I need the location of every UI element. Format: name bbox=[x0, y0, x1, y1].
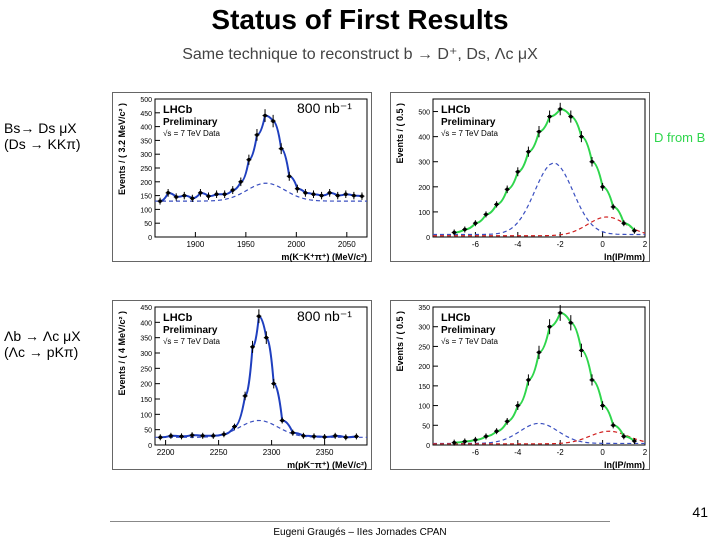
svg-text:2200: 2200 bbox=[157, 448, 175, 457]
svg-text:200: 200 bbox=[418, 185, 430, 192]
svg-text:0: 0 bbox=[148, 443, 152, 450]
svg-text:-4: -4 bbox=[514, 448, 522, 457]
panel-lc-ip: -6 -4 -2 0 2 0 50 100 150 200 250 300 350 ln(IP/mm) Ev… bbox=[390, 300, 650, 470]
svg-text:Events / ( 0.5 ): Events / ( 0.5 ) bbox=[395, 103, 405, 164]
page-number: 41 bbox=[692, 504, 708, 520]
svg-text:Events / ( 0.5 ): Events / ( 0.5 ) bbox=[395, 311, 405, 372]
svg-text:350: 350 bbox=[140, 336, 152, 343]
svg-text:100: 100 bbox=[418, 404, 430, 411]
svg-text:2050: 2050 bbox=[338, 240, 356, 249]
svg-text:√s = 7 TeV Data: √s = 7 TeV Data bbox=[441, 337, 498, 346]
svg-text:2350: 2350 bbox=[316, 448, 334, 457]
page-subtitle: Same technique to reconstruct b → D⁺, Ds… bbox=[0, 44, 720, 64]
svg-text:0: 0 bbox=[426, 235, 430, 242]
svg-text:Preliminary: Preliminary bbox=[441, 325, 496, 336]
svg-text:350: 350 bbox=[140, 138, 152, 145]
svg-text:√s = 7 TeV Data: √s = 7 TeV Data bbox=[441, 129, 498, 138]
row-label-lc-l1: Λb → Λc μX bbox=[4, 328, 81, 344]
svg-text:Events / ( 3.2 MeV/c² ): Events / ( 3.2 MeV/c² ) bbox=[117, 103, 127, 195]
svg-text:Preliminary: Preliminary bbox=[163, 117, 218, 128]
svg-text:m(pK⁻π⁺) (MeV/c²): m(pK⁻π⁺) (MeV/c²) bbox=[287, 460, 367, 470]
svg-text:m(K⁻K⁺π⁺) (MeV/c²): m(K⁻K⁺π⁺) (MeV/c²) bbox=[281, 252, 367, 262]
footnote: Eugeni Graugés – IIes Jornades CPAN bbox=[0, 527, 720, 538]
svg-text:2250: 2250 bbox=[210, 448, 228, 457]
svg-text:150: 150 bbox=[140, 194, 152, 201]
svg-text:0: 0 bbox=[600, 448, 605, 457]
svg-text:2: 2 bbox=[643, 240, 648, 249]
svg-text:0: 0 bbox=[600, 240, 605, 249]
svg-text:300: 300 bbox=[418, 160, 430, 167]
svg-text:100: 100 bbox=[140, 412, 152, 419]
svg-text:150: 150 bbox=[140, 397, 152, 404]
svg-text:250: 250 bbox=[140, 166, 152, 173]
svg-text:-4: -4 bbox=[514, 240, 522, 249]
row-label-lc: Λb → Λc μX (Λc → pKπ) bbox=[4, 328, 81, 360]
svg-text:1900: 1900 bbox=[186, 240, 204, 249]
lumi-badge-bottom: 800 nb⁻¹ bbox=[297, 308, 352, 325]
svg-text:2000: 2000 bbox=[287, 240, 305, 249]
svg-text:400: 400 bbox=[418, 135, 430, 142]
svg-text:Preliminary: Preliminary bbox=[163, 325, 218, 336]
svg-text:500: 500 bbox=[140, 97, 152, 104]
svg-text:250: 250 bbox=[140, 366, 152, 373]
svg-text:0: 0 bbox=[148, 235, 152, 242]
svg-text:100: 100 bbox=[418, 210, 430, 217]
panel-ds-ip: -6 -4 -2 0 2 0 100 200 300 400 500 ln(IP/mm) Events … bbox=[390, 92, 650, 262]
svg-text:LHCb: LHCb bbox=[163, 104, 193, 116]
svg-text:200: 200 bbox=[418, 364, 430, 371]
svg-text:2: 2 bbox=[643, 448, 648, 457]
row-label-ds: Bs→ Ds μX (Ds → KKπ) bbox=[4, 120, 81, 152]
svg-text:-2: -2 bbox=[557, 240, 565, 249]
svg-text:200: 200 bbox=[140, 382, 152, 389]
lumi-badge-top: 800 nb⁻¹ bbox=[297, 100, 352, 117]
row-label-ds-l1: Bs→ Ds μX bbox=[4, 120, 81, 136]
svg-text:√s = 7 TeV Data: √s = 7 TeV Data bbox=[163, 129, 220, 138]
svg-text:300: 300 bbox=[140, 152, 152, 159]
svg-text:Preliminary: Preliminary bbox=[441, 117, 496, 128]
row-label-lc-l2: (Λc → pKπ) bbox=[4, 344, 81, 360]
svg-text:100: 100 bbox=[140, 207, 152, 214]
svg-text:450: 450 bbox=[140, 111, 152, 118]
svg-text:350: 350 bbox=[418, 305, 430, 312]
svg-text:-2: -2 bbox=[557, 448, 565, 457]
svg-text:250: 250 bbox=[418, 344, 430, 351]
svg-text:300: 300 bbox=[140, 351, 152, 358]
svg-text:-6: -6 bbox=[472, 240, 480, 249]
svg-text:50: 50 bbox=[144, 428, 152, 435]
svg-text:ln(IP/mm): ln(IP/mm) bbox=[604, 252, 645, 262]
svg-text:1950: 1950 bbox=[237, 240, 255, 249]
legend-d-from-b: D from B bbox=[654, 130, 705, 145]
svg-text:2300: 2300 bbox=[263, 448, 281, 457]
svg-text:LHCb: LHCb bbox=[441, 104, 471, 116]
svg-text:300: 300 bbox=[418, 325, 430, 332]
svg-text:500: 500 bbox=[418, 110, 430, 117]
page-title: Status of First Results bbox=[0, 4, 720, 36]
panel-lc-mass: 2200 2250 2300 2350 0 50 100 150 200 250 300 350 400… bbox=[112, 300, 372, 470]
svg-text:400: 400 bbox=[140, 320, 152, 327]
svg-text:50: 50 bbox=[422, 423, 430, 430]
row-label-ds-l2: (Ds → KKπ) bbox=[4, 136, 81, 152]
svg-text:√s = 7 TeV Data: √s = 7 TeV Data bbox=[163, 337, 220, 346]
svg-text:200: 200 bbox=[140, 180, 152, 187]
svg-text:400: 400 bbox=[140, 125, 152, 132]
svg-text:0: 0 bbox=[426, 443, 430, 450]
svg-text:450: 450 bbox=[140, 305, 152, 312]
svg-text:50: 50 bbox=[144, 221, 152, 228]
svg-text:Events / ( 4 MeV/c² ): Events / ( 4 MeV/c² ) bbox=[117, 311, 127, 396]
footer-divider bbox=[110, 521, 610, 522]
svg-text:LHCb: LHCb bbox=[163, 312, 193, 324]
panel-ds-mass: 1900 1950 2000 2050 0 50 100 150 200 250 300 350 400… bbox=[112, 92, 372, 262]
svg-text:ln(IP/mm): ln(IP/mm) bbox=[604, 460, 645, 470]
svg-text:LHCb: LHCb bbox=[441, 312, 471, 324]
svg-text:-6: -6 bbox=[472, 448, 480, 457]
svg-text:150: 150 bbox=[418, 384, 430, 391]
